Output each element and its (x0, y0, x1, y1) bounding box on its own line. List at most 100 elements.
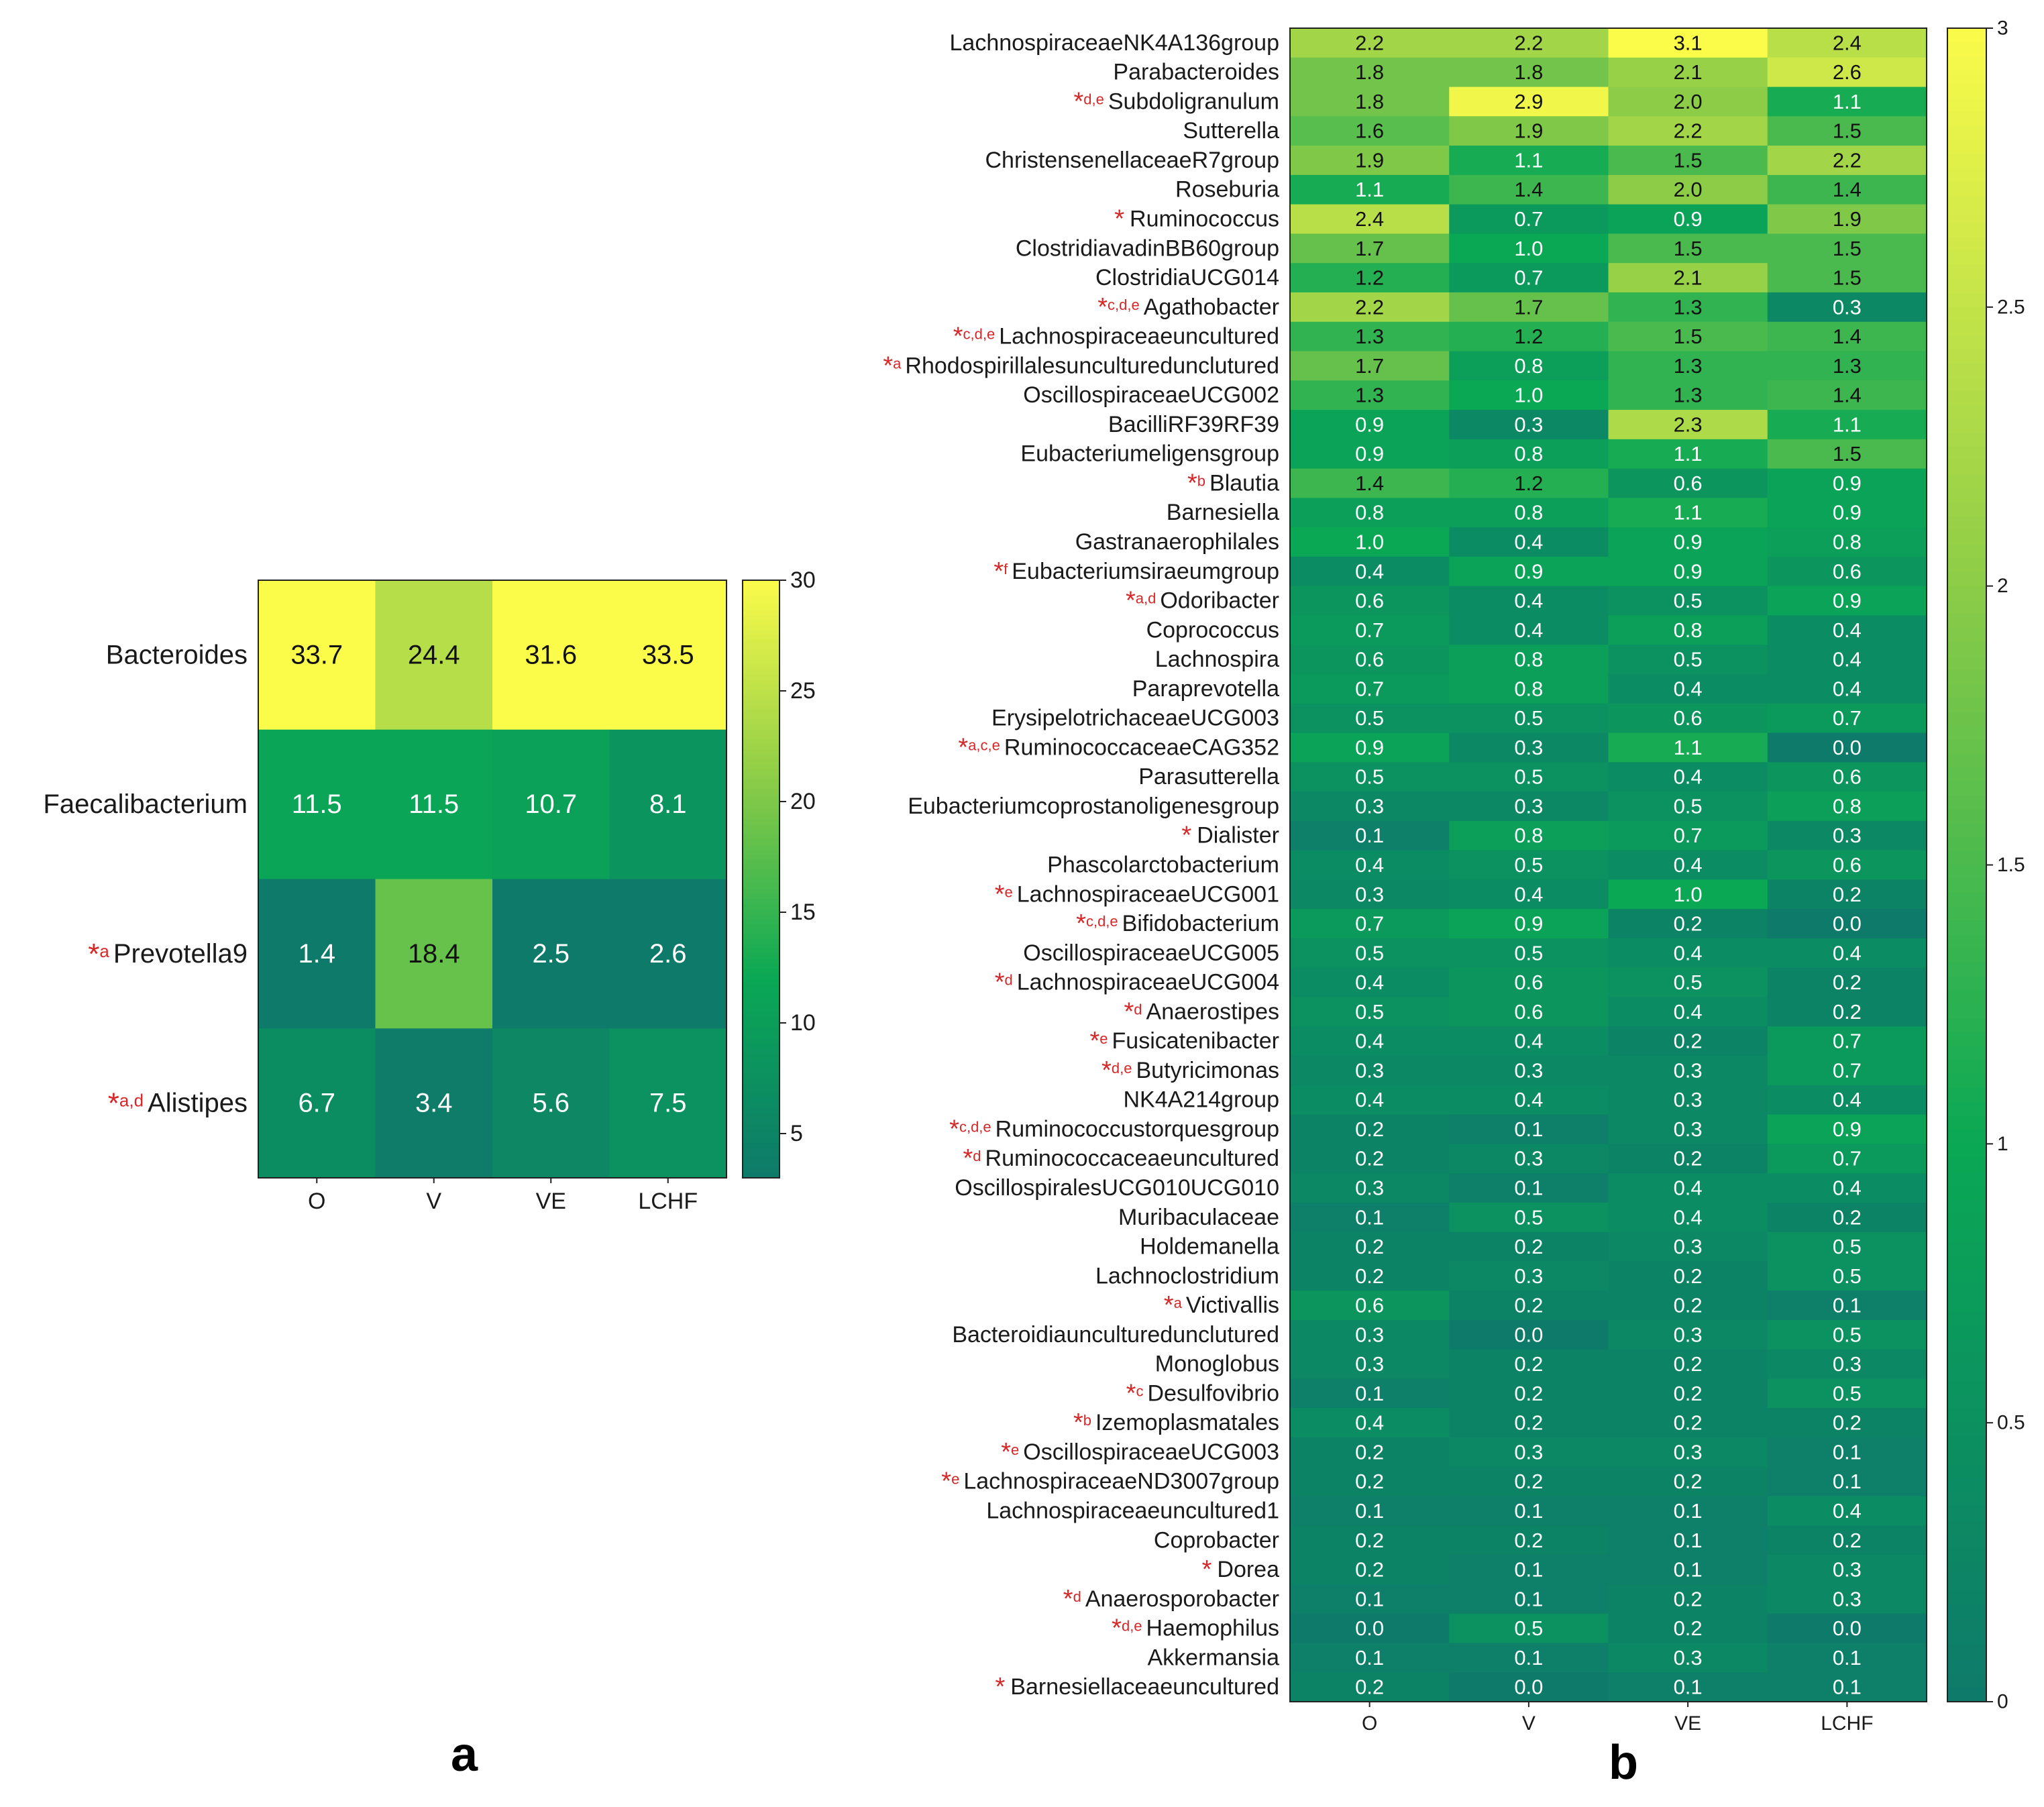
cell-value-label: 0.2 (1355, 1470, 1384, 1493)
heatmap-cell (1608, 1408, 1768, 1438)
heatmap-cell (1608, 527, 1768, 557)
cell-value-label: 2.2 (1833, 148, 1862, 172)
colorbar-segment (1947, 167, 1986, 182)
heatmap-cell (1449, 233, 1609, 264)
colorbar-segment (1947, 488, 1986, 503)
colorbar-segment (1947, 140, 1986, 154)
cell-value-label: 0.4 (1833, 677, 1862, 700)
heatmap-cell (1290, 703, 1450, 734)
row-name: ChristensenellaceaeR7group (985, 148, 1280, 173)
cell-value-label: 0.2 (1355, 1235, 1384, 1258)
colorbar-segment (1947, 628, 1986, 643)
heatmap-cell (1449, 1466, 1609, 1497)
heatmap-cell (1290, 1056, 1450, 1086)
colorbar-segment (743, 610, 779, 616)
heatmap-cell (1767, 1231, 1927, 1262)
heatmap-cell (1290, 351, 1450, 381)
heatmap-cell (1449, 1173, 1609, 1203)
cell-value-label: 1.8 (1514, 60, 1543, 84)
colorbar-segment (1947, 1436, 1986, 1452)
colorbar-segment (743, 914, 779, 920)
cell-value-label: 0.4 (1833, 1088, 1862, 1111)
row-label: *a Rhodospirillalesunculturedunclutured (883, 351, 1279, 380)
row-label: Sutterella (1183, 118, 1279, 144)
heatmap-cell (1767, 28, 1927, 58)
row-label: *a,d Alistipes (108, 1087, 248, 1119)
cell-value-label: 2.2 (1355, 31, 1384, 54)
significance-star: * (1101, 1056, 1112, 1085)
colorbar-segment (1947, 1367, 1986, 1382)
heatmap-cell (1608, 820, 1768, 851)
heatmap-cell (1290, 380, 1450, 410)
cell-value-label: 0.5 (1833, 1264, 1862, 1288)
colorbar-segment (743, 600, 779, 606)
cell-value-label: 1.8 (1355, 90, 1384, 113)
heatmap-cell (1608, 1349, 1768, 1380)
cell-value-label: 2.2 (1674, 119, 1703, 143)
heatmap-cell (1449, 57, 1609, 88)
cell-value-label: 0.5 (1514, 853, 1543, 877)
heatmap-cell (1767, 146, 1927, 176)
colorbar-tick-label: 2.5 (1997, 296, 2025, 318)
heatmap-cell (1608, 116, 1768, 146)
row-name: LachnospiraceaeUCG004 (1017, 970, 1279, 995)
cell-value-label: 2.9 (1514, 90, 1543, 113)
heatmap-cell (1767, 233, 1927, 264)
colorbar-segment (743, 1108, 779, 1114)
colorbar-segment (743, 918, 779, 925)
significance-superscript: e (1005, 883, 1013, 900)
colorbar-tick-label: 2 (1997, 575, 2008, 597)
heatmap-cell (1449, 645, 1609, 675)
cell-value-label: 1.2 (1514, 325, 1543, 348)
colorbar-segment (743, 1152, 779, 1159)
heatmap-cell (1290, 204, 1450, 235)
row-label: *d,e Haemophilus (1112, 1614, 1279, 1643)
cell-value-label: 0.8 (1514, 442, 1543, 466)
heatmap-cell (1608, 1231, 1768, 1262)
heatmap-cell (1290, 1202, 1450, 1233)
row-label: ChristensenellaceaeR7group (985, 148, 1280, 173)
cell-value-label: 0.0 (1833, 912, 1862, 936)
colorbar-segment (1947, 1060, 1986, 1075)
cell-value-label: 0.1 (1514, 1558, 1543, 1582)
heatmap-cell (1449, 468, 1609, 498)
heatmap-cell (1608, 645, 1768, 675)
heatmap-cell (1290, 791, 1450, 822)
cell-value-label: 0.3 (1674, 1058, 1703, 1082)
cell-value-label: 0.1 (1514, 1587, 1543, 1610)
colorbar-segment (743, 624, 779, 631)
heatmap-cell (1290, 1555, 1450, 1585)
colorbar-segment (1947, 795, 1986, 810)
heatmap-cell (1449, 673, 1609, 704)
cell-value-label: 0.2 (1674, 912, 1703, 936)
cell-value-label: 0.1 (1355, 1587, 1384, 1610)
heatmap-cell (1767, 174, 1927, 205)
cell-value-label: 0.5 (1514, 941, 1543, 965)
row-label: Paraprevotella (1132, 676, 1279, 702)
colorbar-segment (743, 924, 779, 930)
row-name: Holdemanella (1140, 1234, 1279, 1260)
colorbar-segment (743, 784, 779, 790)
cell-value-label: 0.2 (1674, 1411, 1703, 1435)
heatmap-cell (258, 580, 376, 730)
colorbar-segment (1947, 432, 1986, 447)
cell-value-label: 0.1 (1514, 1499, 1543, 1523)
heatmap-cell (1290, 1525, 1450, 1555)
cell-value-label: 0.1 (1514, 1176, 1543, 1199)
row-name: Roseburia (1175, 177, 1279, 203)
colorbar-segment (743, 585, 779, 591)
colorbar-segment (1947, 349, 1986, 364)
heatmap-cell (1290, 1437, 1450, 1468)
panel-a-heatmap: 33.7 24.4 31.6 33.5 Bacteroides 11.5 11.5 10.7 8… (43, 567, 815, 1782)
cell-value-label: 0.1 (1355, 1499, 1384, 1523)
heatmap-cell (1767, 1114, 1927, 1144)
colorbar-segment (743, 1143, 779, 1149)
heatmap-cell (1608, 1584, 1768, 1614)
heatmap-cell (1767, 1349, 1927, 1380)
cell-value-label: 2.5 (532, 939, 570, 969)
heatmap-cell (1290, 1319, 1450, 1350)
cell-value-label: 0.2 (1833, 1205, 1862, 1229)
heatmap-cell (1290, 1613, 1450, 1644)
heatmap-cell (1449, 850, 1609, 880)
cell-value-label: 0.1 (1514, 1646, 1543, 1669)
